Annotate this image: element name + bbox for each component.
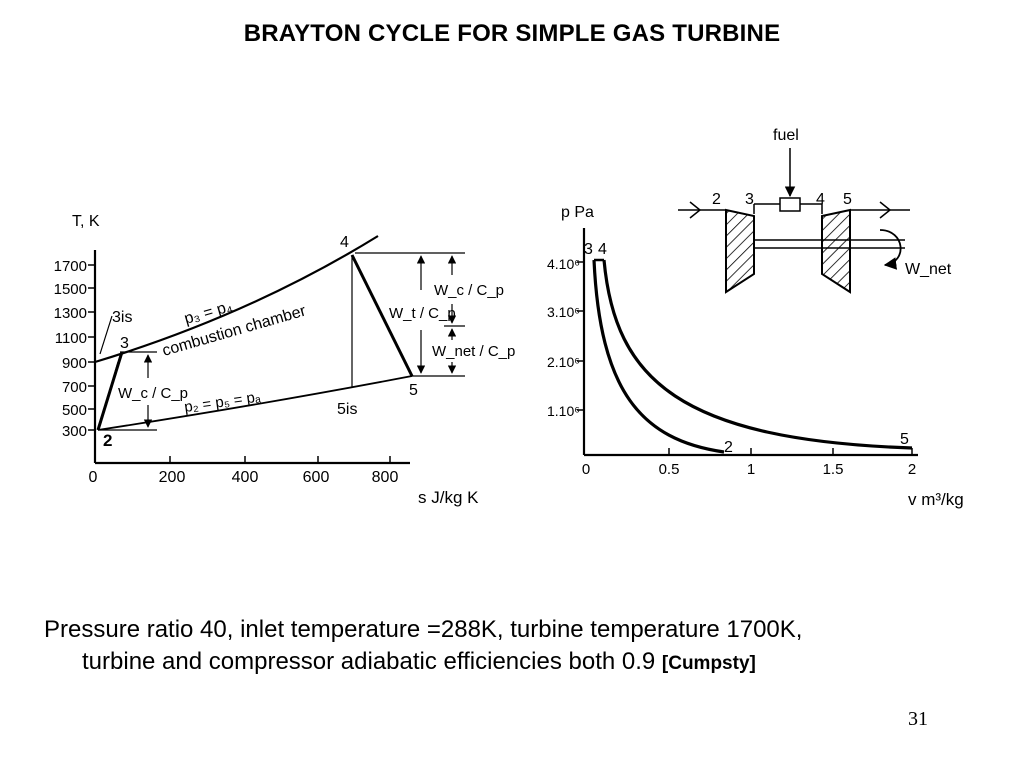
ts-x-tick-0: 0 <box>89 469 98 486</box>
pv-x-tick-0.5: 0.5 <box>659 461 680 478</box>
pv-point-3: 3 <box>584 241 593 258</box>
fuel-label: fuel <box>773 127 799 144</box>
pv-point-2: 2 <box>724 439 733 456</box>
ts-x-tick-200: 200 <box>159 469 186 486</box>
ts-point-5: 5 <box>409 382 418 399</box>
pv-x-tick-0: 0 <box>582 461 590 478</box>
ts-wnet-label: W_net / C_p <box>432 343 515 360</box>
inlet-chevron <box>689 201 702 219</box>
ts-y-tick-1300: 1300 <box>54 305 87 322</box>
ts-3is-pointer <box>99 315 113 355</box>
pv-y-ticks: 4.10⁶ 3.10⁶ 2.10⁶ 1.10⁶ <box>547 256 584 419</box>
ts-y-ticks: 1700 1500 1300 1100 900 700 500 300 <box>54 258 95 440</box>
caption-line-1: Pressure ratio 40, inlet temperature =28… <box>44 616 803 643</box>
outlet-chevron <box>879 201 892 219</box>
caption-line-2-wrap: turbine and compressor adiabatic efficie… <box>44 646 984 680</box>
wnet-label: W_net <box>905 261 952 278</box>
ts-y-tick-1100: 1100 <box>55 330 87 347</box>
ts-wt-label: W_t / C_p <box>389 305 456 322</box>
station-2: 2 <box>712 191 721 208</box>
pv-expansion-curve <box>602 259 913 450</box>
pv-y-tick-3e6: 3.10⁶ <box>547 304 580 320</box>
slide-title: BRAYTON CYCLE FOR SIMPLE GAS TURBINE <box>243 20 781 47</box>
compressor <box>725 208 755 294</box>
ts-compression-isentropic <box>97 361 119 431</box>
ts-expansion-line <box>350 254 414 377</box>
ts-x-tick-400: 400 <box>232 469 259 486</box>
ts-y-tick-1500: 1500 <box>54 281 87 298</box>
ts-point-3is: 3is <box>112 309 132 326</box>
pv-y-tick-2e6: 2.10⁶ <box>547 354 580 370</box>
pv-y-tick-4e6: 4.10⁶ <box>547 256 580 272</box>
pv-x-tick-1: 1 <box>747 461 755 478</box>
ts-wc2-label: W_c / C_p <box>434 282 504 299</box>
ts-x-ticks: 0 200 400 600 800 <box>89 456 399 486</box>
ts-point-5is: 5is <box>337 401 357 418</box>
ts-point-4: 4 <box>340 234 349 251</box>
ts-isobar-high <box>94 235 379 364</box>
ts-y-tick-1700: 1700 <box>54 258 87 275</box>
combustor <box>779 197 801 212</box>
ts-y-tick-900: 900 <box>62 355 87 372</box>
caption-line-2: turbine and compressor adiabatic efficie… <box>82 648 656 675</box>
ts-diagram: T, K s J/kg K 1700 1500 1300 1100 900 70… <box>54 213 516 507</box>
ts-y-axis-label: T, K <box>72 213 100 230</box>
station-3: 3 <box>745 191 754 208</box>
ts-y-tick-700: 700 <box>62 379 87 396</box>
ts-point-2: 2 <box>103 431 112 450</box>
ts-y-tick-500: 500 <box>62 402 87 419</box>
pv-point-4: 4 <box>598 241 607 258</box>
page-number: 31 <box>908 708 928 730</box>
pv-x-tick-2: 2 <box>908 461 916 478</box>
ts-isobar-low <box>97 375 413 431</box>
pv-y-tick-1e6: 1.10⁶ <box>547 403 580 419</box>
citation: [Cumpsty] <box>661 653 756 674</box>
ts-y-tick-300: 300 <box>62 423 87 440</box>
engine-schematic: fuel 2 3 4 5 W_net <box>678 127 952 294</box>
caption: Pressure ratio 40, inlet temperature =28… <box>44 614 984 680</box>
figure: T, K s J/kg K 1700 1500 1300 1100 900 70… <box>54 127 964 509</box>
pv-x-axis-label: v m³/kg <box>908 490 964 509</box>
pv-compression-curve <box>592 259 725 454</box>
turbine <box>821 208 851 294</box>
ts-x-tick-600: 600 <box>303 469 330 486</box>
station-4: 4 <box>816 191 825 208</box>
ts-point-3: 3 <box>120 335 129 352</box>
ts-low-isobar-label: p₂ = p₅ = pₐ <box>183 388 262 416</box>
ts-wc-label: W_c / C_p <box>118 385 188 402</box>
pv-y-axis-label: p Pa <box>561 204 594 221</box>
ts-high-isobar-label: p₃ = p₄ <box>182 298 234 328</box>
ts-x-tick-800: 800 <box>372 469 399 486</box>
rotation-arrow <box>879 229 902 270</box>
station-5: 5 <box>843 191 852 208</box>
pv-diagram: p Pa v m³/kg 4.10⁶ 3.10⁶ 2.10⁶ 1.10⁶ 0 0… <box>547 204 964 509</box>
pv-point-5: 5 <box>900 431 909 448</box>
pv-x-ticks: 0 0.5 1 1.5 2 <box>582 448 916 478</box>
ts-x-axis-label: s J/kg K <box>418 488 479 507</box>
pv-x-tick-1.5: 1.5 <box>823 461 844 478</box>
